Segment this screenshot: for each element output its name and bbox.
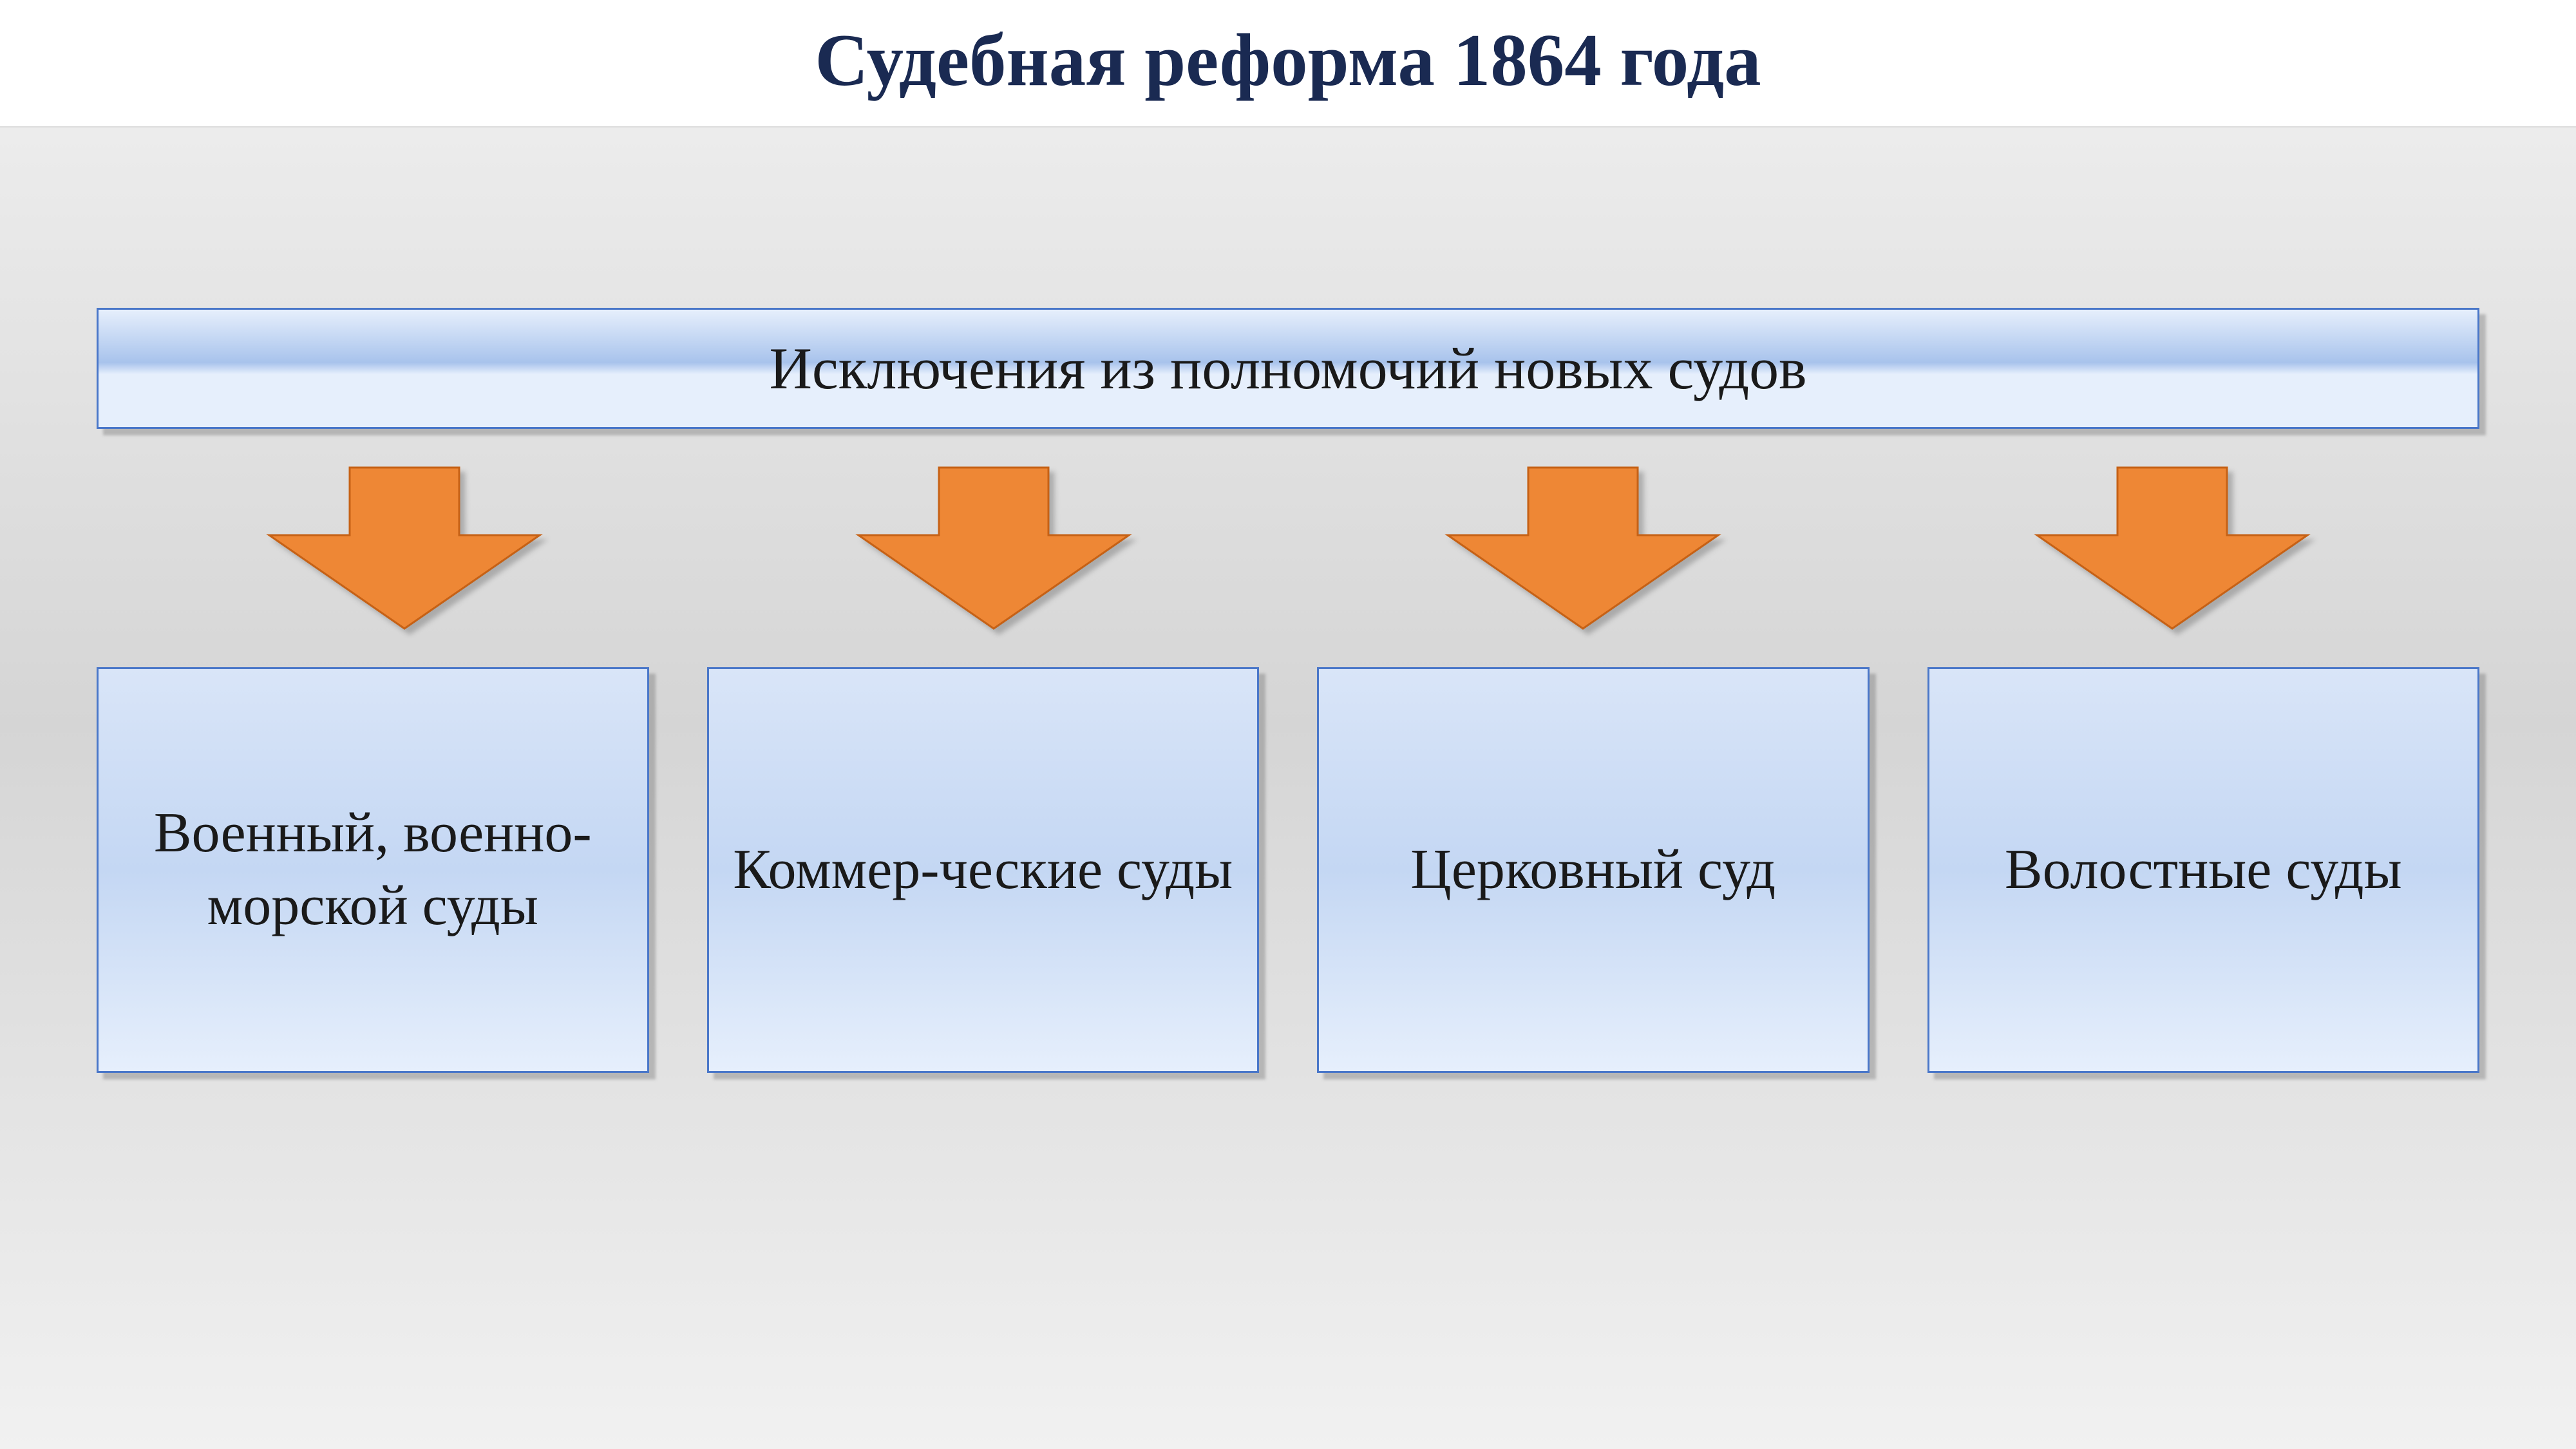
box-row: Военный, военно-морской суды Коммер-ческ… xyxy=(97,667,2479,1073)
down-arrow-icon xyxy=(1444,464,1721,632)
court-box: Церковный суд xyxy=(1317,667,1870,1073)
down-arrow-icon xyxy=(855,464,1132,632)
court-label: Волостные суды xyxy=(2005,834,2402,907)
court-label: Коммер-ческие суды xyxy=(733,834,1233,907)
arrow-cell xyxy=(699,464,1288,632)
arrow-cell xyxy=(1877,464,2467,632)
arrow-row xyxy=(97,464,2479,632)
title-bar: Судебная реформа 1864 года xyxy=(0,0,2576,128)
court-label: Военный, военно-морской суды xyxy=(118,797,628,942)
court-box: Коммер-ческие суды xyxy=(707,667,1260,1073)
diagram-content: Исключения из полномочий новых судов xyxy=(0,128,2576,1073)
down-arrow-icon xyxy=(266,464,543,632)
slide: Судебная реформа 1864 года Исключения из… xyxy=(0,0,2576,1449)
page-title: Судебная реформа 1864 года xyxy=(0,18,2576,103)
arrow-cell xyxy=(109,464,699,632)
down-arrow-icon xyxy=(2034,464,2311,632)
court-box: Военный, военно-морской суды xyxy=(97,667,649,1073)
header-box: Исключения из полномочий новых судов xyxy=(97,308,2479,429)
court-box: Волостные суды xyxy=(1927,667,2480,1073)
court-label: Церковный суд xyxy=(1410,834,1776,907)
header-box-label: Исключения из полномочий новых судов xyxy=(769,336,1806,401)
arrow-cell xyxy=(1288,464,1877,632)
